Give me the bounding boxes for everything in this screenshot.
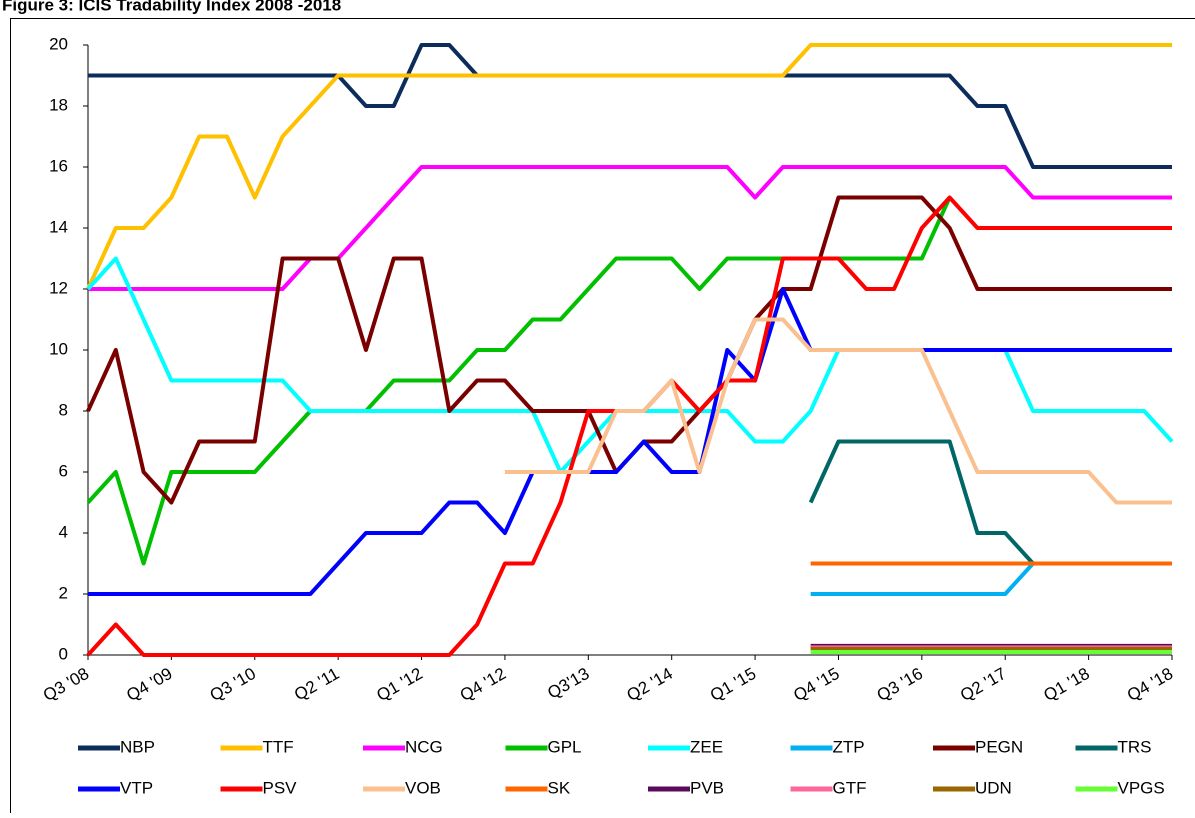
legend-label: PEGN xyxy=(975,737,1023,756)
y-tick-label: 2 xyxy=(59,583,68,602)
legend-label: NBP xyxy=(120,737,155,756)
legend-label: VOB xyxy=(405,778,441,797)
chart-title: Figure 3: ICIS Tradability Index 2008 -2… xyxy=(2,0,341,14)
legend-label: GPL xyxy=(548,737,582,756)
legend-label: TRS xyxy=(1118,737,1152,756)
legend-label: PVB xyxy=(690,778,724,797)
series-line xyxy=(88,198,1172,656)
y-tick-label: 8 xyxy=(59,400,68,419)
legend-label: ZEE xyxy=(690,737,723,756)
x-tick-label: Q3 '16 xyxy=(874,664,926,705)
legend-label: ZTP xyxy=(833,737,865,756)
legend-label: SK xyxy=(548,778,571,797)
x-tick-label: Q4 '15 xyxy=(790,664,842,705)
y-tick-label: 20 xyxy=(49,34,68,53)
series-line xyxy=(811,564,1172,595)
x-tick-label: Q1 '12 xyxy=(373,664,425,705)
x-tick-label: Q1 '15 xyxy=(707,664,759,705)
x-tick-label: Q2 '17 xyxy=(957,664,1009,705)
x-tick-label: Q1 '18 xyxy=(1040,664,1092,705)
legend-label: GTF xyxy=(833,778,867,797)
legend-label: TTF xyxy=(263,737,294,756)
y-tick-label: 16 xyxy=(49,156,68,175)
x-tick-label: Q3 '08 xyxy=(40,664,92,705)
y-tick-label: 0 xyxy=(59,644,68,663)
legend-label: UDN xyxy=(975,778,1012,797)
x-tick-label: Q4 '18 xyxy=(1124,664,1176,705)
x-tick-label: Q3'13 xyxy=(544,664,592,703)
series-line xyxy=(88,45,1172,167)
legend-label: NCG xyxy=(405,737,443,756)
chart-border xyxy=(11,19,1195,814)
x-tick-label: Q2 '11 xyxy=(291,664,342,705)
y-tick-label: 10 xyxy=(49,339,68,358)
x-tick-label: Q4 '12 xyxy=(457,664,509,705)
x-tick-label: Q2 '14 xyxy=(624,664,676,705)
y-tick-label: 6 xyxy=(59,461,68,480)
legend-label: PSV xyxy=(263,778,298,797)
y-tick-label: 12 xyxy=(49,278,68,297)
legend-label: VTP xyxy=(120,778,153,797)
y-tick-label: 18 xyxy=(49,95,68,114)
x-tick-label: Q3 '10 xyxy=(207,664,259,705)
y-tick-label: 4 xyxy=(59,522,68,541)
y-tick-label: 14 xyxy=(49,217,68,236)
x-tick-label: Q4 '09 xyxy=(123,664,175,705)
legend-label: VPGS xyxy=(1118,778,1165,797)
